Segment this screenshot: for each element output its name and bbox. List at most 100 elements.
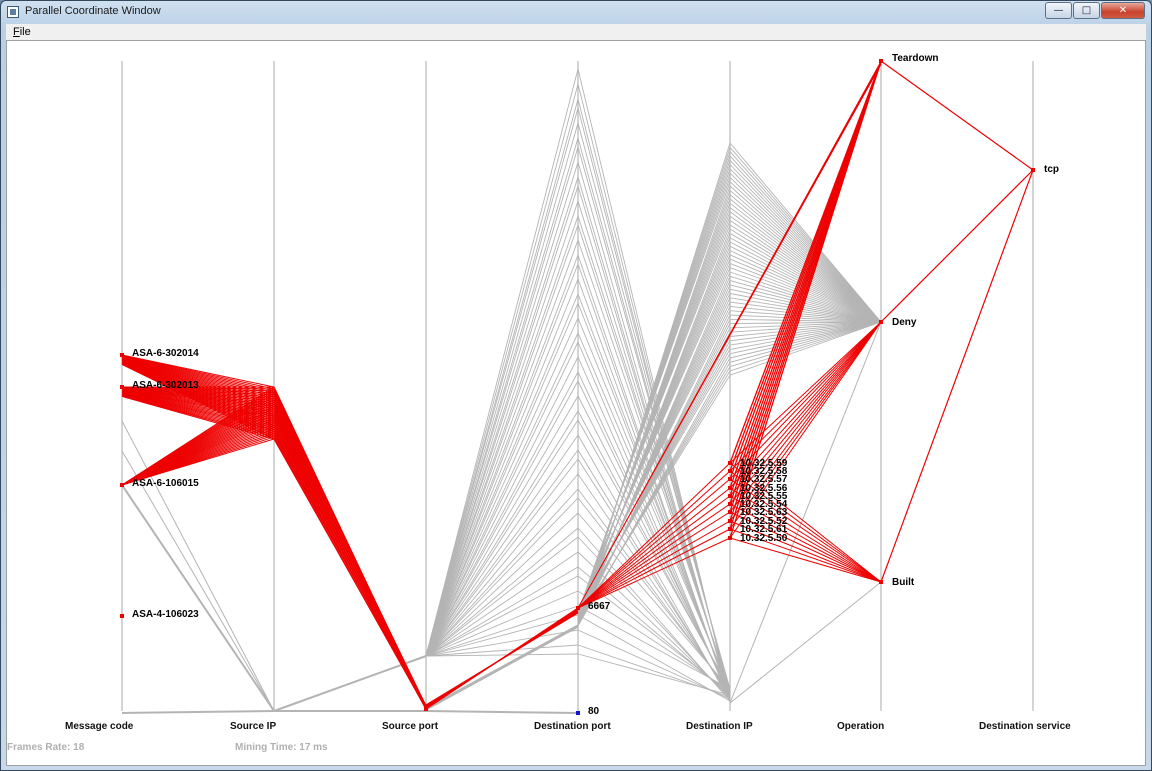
message-code-point [120, 483, 124, 487]
destination-ip-point [728, 486, 732, 490]
context-line [425, 185, 579, 657]
destination-ip-point [728, 461, 732, 465]
context-line [729, 164, 882, 323]
context-line [121, 420, 275, 712]
highlight-line [121, 392, 275, 421]
window-title: Parallel Coordinate Window [25, 5, 161, 17]
context-line [729, 321, 882, 704]
destination-ip-point [728, 494, 732, 498]
highlight-line [273, 434, 427, 707]
source-port-point [424, 707, 428, 711]
context-line [425, 449, 579, 657]
context-line [729, 297, 882, 323]
title-bar[interactable]: Parallel Coordinate Window — □ ✕ [1, 1, 1151, 23]
context-line [425, 278, 579, 657]
operation-label: Deny [892, 317, 917, 328]
plot-canvas[interactable]: Message code Source IP Source port Destinat… [6, 40, 1146, 766]
context-line [729, 321, 882, 333]
highlight-line [577, 478, 731, 609]
context-line [577, 239, 731, 690]
parallel-coordinates-plot[interactable]: Message code Source IP Source port Destinat… [7, 41, 1147, 767]
context-line [577, 590, 731, 692]
maximize-button[interactable]: □ [1073, 2, 1100, 19]
context-line [729, 185, 882, 323]
context-line [425, 473, 579, 657]
axis-label: Source IP [230, 721, 276, 732]
highlight-line [729, 462, 882, 583]
highlight-line [729, 520, 882, 583]
context-line [577, 181, 731, 613]
context-line [729, 151, 882, 323]
context-line [729, 321, 882, 329]
context-line [577, 374, 731, 621]
context-line [121, 484, 275, 712]
highlight-line [121, 392, 275, 419]
context-line [425, 410, 579, 657]
destination-ip-point [728, 527, 732, 531]
highlight-line [273, 392, 427, 707]
destination-ip-label: 10.32.5.57 [740, 474, 788, 485]
highlight-line [729, 470, 882, 583]
context-line [729, 321, 882, 325]
highlight-line [273, 417, 427, 707]
context-line [425, 83, 579, 657]
context-line [425, 371, 579, 657]
context-line [577, 458, 731, 698]
context-line [729, 321, 882, 346]
context-line [425, 239, 579, 657]
context-line [425, 527, 579, 657]
message-code-label: ASA-6-106015 [132, 478, 199, 489]
highlight-line [729, 503, 882, 583]
axis-label: Message code [65, 721, 134, 732]
highlight-line [273, 409, 427, 707]
context-line [425, 512, 579, 657]
menu-bar: File [6, 24, 1146, 40]
context-line [729, 194, 882, 323]
highlight-line [121, 389, 275, 405]
context-line [121, 450, 275, 712]
highlight-line [121, 354, 275, 388]
context-line [425, 624, 579, 711]
context-line [425, 710, 579, 714]
destination-port-label: 80 [588, 706, 600, 717]
context-line [577, 629, 731, 700]
highlight-line [121, 389, 275, 403]
context-line [577, 575, 731, 694]
context-line [729, 159, 882, 323]
destination-ip-point [728, 510, 732, 514]
context-line [425, 380, 579, 657]
context-line [425, 644, 579, 657]
highlight-line [729, 60, 882, 539]
highlight-line [729, 487, 882, 583]
context-line [577, 224, 731, 613]
context-line [577, 332, 731, 690]
highlight-line [729, 495, 882, 583]
destination-ip-label: 10.32.5.59 [740, 458, 788, 469]
highlight-line [121, 388, 275, 401]
menu-file[interactable]: File [13, 26, 31, 38]
context-line [729, 288, 882, 323]
highlight-line [121, 393, 275, 427]
context-line [121, 710, 275, 714]
context-line [425, 224, 579, 657]
highlight-line [121, 386, 275, 390]
axis-label: Operation [837, 721, 884, 732]
context-line [425, 497, 579, 657]
highlight-line [121, 388, 275, 400]
context-line [425, 551, 579, 657]
mining-time: Mining Time: 17 ms [235, 742, 328, 753]
highlight-line [273, 401, 427, 707]
close-button[interactable]: ✕ [1101, 2, 1145, 19]
highlight-line [729, 478, 882, 583]
highlight-line [880, 169, 1034, 583]
highlight-line [577, 495, 731, 609]
highlight-line [729, 537, 882, 583]
minimize-button[interactable]: — [1045, 2, 1072, 19]
operation-point [879, 59, 883, 63]
destination-service-point [1031, 168, 1035, 172]
highlight-line [577, 462, 731, 609]
destination-ip-label: 10.32.5.56 [740, 483, 788, 494]
highlight-line [729, 321, 882, 530]
highlight-line [729, 321, 882, 505]
context-line [729, 305, 882, 323]
